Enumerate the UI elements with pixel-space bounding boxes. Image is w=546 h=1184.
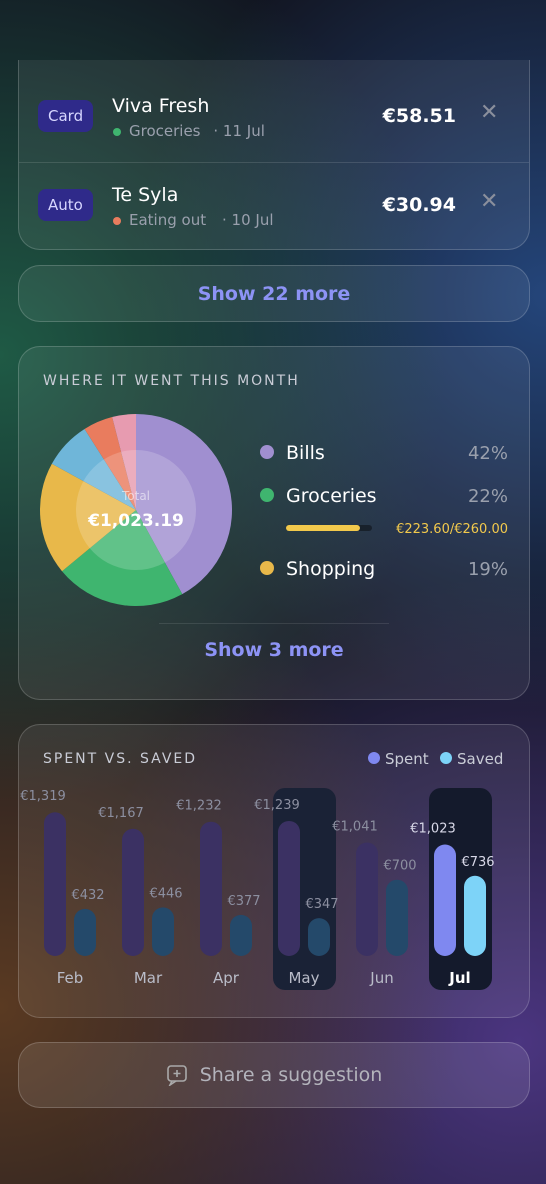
pie-slice	[40, 463, 136, 572]
bar	[356, 842, 378, 956]
bar	[152, 907, 174, 956]
show-more-button[interactable]: Show 22 more	[18, 265, 530, 322]
total-label: Total	[121, 489, 150, 503]
remove[interactable]: ✕	[480, 189, 499, 214]
remove[interactable]: ✕	[480, 100, 499, 125]
legend-dot	[260, 488, 274, 502]
bar-value-label: €1,167	[98, 806, 144, 821]
section-title: SPENT VS. SAVED	[43, 751, 198, 767]
legend-dot	[260, 561, 274, 575]
pie-center	[76, 450, 196, 570]
legend-name: Spent	[385, 750, 429, 768]
total-value: €1,023.19	[87, 511, 184, 531]
bar-value-label: €377	[227, 894, 260, 909]
bar	[308, 918, 330, 956]
legend-name: Shopping	[286, 558, 375, 580]
share-icon	[166, 1065, 187, 1086]
show-more-text: Show 22 more	[197, 282, 351, 305]
divider	[19, 162, 529, 163]
badge: Auto	[38, 189, 93, 221]
bar-value-label: €1,319	[20, 789, 66, 804]
bar	[44, 812, 66, 956]
bar-value-label: €1,232	[176, 799, 222, 814]
bar-value-label: €1,023	[410, 821, 456, 836]
x-label: Jun	[369, 969, 393, 987]
pie-slice	[51, 428, 136, 510]
bar-value-label: €700	[383, 859, 416, 874]
legend-dot	[260, 445, 274, 459]
pie-slice	[84, 417, 136, 510]
show-more-categories[interactable]: Show 3 more	[204, 639, 344, 661]
category-dot	[113, 128, 121, 136]
merchant: Viva Fresh	[112, 95, 210, 117]
legend-name: Bills	[286, 442, 325, 464]
divider	[159, 623, 389, 624]
x-label: Apr	[213, 969, 240, 987]
legend-percent: 19%	[468, 559, 508, 580]
category: Groceries	[129, 122, 201, 140]
amount: €58.51	[382, 105, 456, 127]
legend-dot	[368, 752, 380, 764]
x-label: May	[288, 969, 319, 987]
bar-value-label: €446	[149, 886, 182, 901]
bar	[386, 879, 408, 956]
amount: €30.94	[382, 194, 456, 216]
section-title: WHERE IT WENT THIS MONTH	[43, 373, 300, 389]
pie-slice	[62, 510, 183, 606]
category-dot	[113, 217, 121, 225]
bar	[434, 844, 456, 956]
date: · 11 Jul	[213, 122, 265, 140]
badge: Card	[38, 100, 94, 132]
share-text: Share a suggestion	[199, 1064, 383, 1086]
budget-label: €223.60/€260.00	[396, 522, 508, 537]
legend-name: Groceries	[286, 485, 377, 507]
pie-slice	[136, 414, 232, 595]
x-label: Mar	[134, 969, 163, 987]
bar-value-label: €1,041	[332, 820, 378, 835]
legend-percent: 22%	[468, 486, 508, 507]
x-label: Feb	[57, 969, 84, 987]
pie-slice	[112, 414, 136, 510]
legend-dot	[440, 752, 452, 764]
bar	[230, 914, 252, 956]
bar	[122, 828, 144, 956]
transactions-card	[18, 60, 530, 250]
legend-name: Saved	[457, 750, 503, 768]
budget-fill	[286, 525, 360, 531]
bar-value-label: €1,239	[254, 798, 300, 813]
date: · 10 Jul	[222, 211, 274, 229]
merchant: Te Syla	[112, 184, 179, 206]
bar-value-label: €736	[461, 855, 494, 870]
share-button[interactable]: Share a suggestion	[18, 1042, 530, 1108]
bar	[278, 820, 300, 956]
bar	[464, 875, 486, 956]
bar	[200, 821, 222, 956]
bar-value-label: €432	[71, 888, 104, 903]
category: Eating out	[129, 211, 207, 229]
bar	[74, 908, 96, 956]
legend-percent: 42%	[468, 443, 508, 464]
bar-value-label: €347	[305, 897, 338, 912]
x-label: Jul	[448, 969, 470, 987]
